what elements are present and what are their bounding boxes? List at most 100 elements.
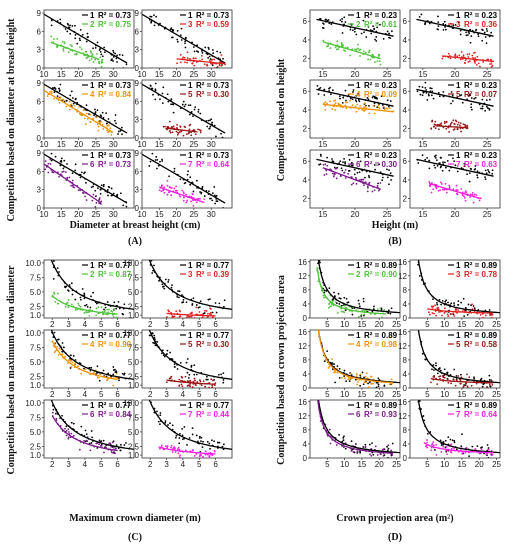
series-point — [344, 177, 347, 179]
y-tick-label: 2.5 — [30, 442, 42, 451]
reference-point — [375, 36, 378, 38]
series-point — [59, 96, 62, 99]
legend-label: 2 — [356, 270, 361, 279]
legend-label: 2 — [90, 20, 95, 29]
reference-point — [362, 297, 365, 300]
reference-point — [170, 286, 173, 289]
reference-point — [125, 442, 127, 444]
series-point — [166, 445, 169, 448]
reference-point — [92, 291, 94, 294]
reference-fit-line — [317, 400, 400, 454]
series-point — [344, 104, 347, 107]
series-point — [85, 311, 87, 313]
reference-point — [184, 42, 186, 45]
reference-point — [461, 433, 463, 436]
reference-point — [373, 305, 375, 308]
series-point — [97, 376, 100, 379]
y-tick-label: 6 — [403, 157, 408, 166]
series-point — [455, 184, 458, 187]
series-point — [430, 127, 433, 130]
reference-point — [372, 453, 375, 456]
reference-point — [80, 171, 83, 174]
x-tick-label: 6 — [115, 460, 120, 469]
y-tick-label: 2.5 — [30, 302, 42, 311]
reference-point — [444, 26, 446, 28]
reference-point — [163, 355, 166, 358]
legend-label: 1 — [456, 151, 461, 160]
reference-point — [436, 372, 439, 375]
series-point — [346, 46, 349, 49]
y-tick-label: 4 — [303, 440, 308, 449]
series-point — [328, 428, 331, 431]
legend-label: 1 — [356, 81, 361, 90]
x-tick-label: 5 — [425, 320, 430, 329]
reference-point — [69, 94, 72, 97]
reference-point — [457, 300, 460, 303]
reference-point — [114, 114, 117, 116]
reference-point — [59, 18, 62, 21]
series-point — [169, 186, 172, 189]
reference-point — [476, 170, 479, 173]
reference-point — [107, 372, 110, 375]
series-point — [56, 345, 59, 348]
reference-point — [344, 447, 347, 450]
reference-point — [469, 41, 472, 44]
series-point — [324, 104, 327, 107]
series-point — [206, 64, 209, 67]
reference-point — [155, 155, 158, 158]
reference-point — [94, 189, 97, 192]
reference-point — [323, 360, 326, 363]
series-point — [87, 311, 89, 314]
reference-point — [484, 178, 487, 181]
reference-point — [54, 155, 57, 158]
reference-point — [148, 165, 151, 167]
reference-point — [212, 52, 215, 55]
x-tick-label: 15 — [357, 320, 366, 329]
series-point — [176, 133, 179, 136]
y-tick-label: 10.0 — [25, 259, 41, 268]
reference-point — [163, 285, 165, 288]
series-point — [446, 313, 449, 316]
series-point — [484, 314, 487, 317]
reference-point — [345, 99, 347, 102]
reference-point — [367, 25, 370, 28]
reference-point — [100, 184, 103, 187]
series-point — [108, 124, 110, 127]
legend-label: 1 — [356, 401, 361, 410]
series-point — [67, 428, 70, 431]
y-tick-label: 16 — [398, 328, 407, 337]
series-point — [160, 444, 163, 447]
reference-point — [184, 103, 187, 106]
y-tick-label: 6 — [37, 97, 42, 106]
reference-point — [435, 364, 437, 367]
reference-point — [386, 445, 388, 448]
series-point — [464, 199, 467, 202]
legend-label: 4 — [356, 90, 361, 99]
series-point — [379, 182, 382, 184]
reference-point — [50, 152, 53, 155]
legend-r2: R² = 0.77 — [196, 331, 230, 340]
reference-point — [207, 119, 210, 122]
series-point — [106, 125, 109, 127]
series-point — [95, 53, 98, 55]
reference-point — [92, 185, 94, 188]
reference-point — [149, 160, 152, 163]
reference-point — [317, 325, 319, 327]
series-point — [332, 100, 335, 102]
series-point — [179, 54, 182, 56]
series-point — [347, 172, 350, 175]
reference-point — [87, 36, 90, 38]
legend-r2: R² = 0.64 — [464, 410, 498, 419]
reference-point — [336, 365, 339, 368]
reference-point — [154, 98, 157, 101]
series-point — [98, 197, 101, 199]
series-point — [186, 57, 189, 60]
series-point — [109, 127, 112, 130]
reference-point — [184, 46, 187, 49]
reference-point — [223, 299, 226, 302]
reference-point — [178, 442, 181, 445]
series-point — [342, 446, 345, 449]
reference-point — [468, 172, 471, 175]
series-point — [464, 59, 467, 62]
y-tick-label: 0 — [303, 384, 308, 393]
